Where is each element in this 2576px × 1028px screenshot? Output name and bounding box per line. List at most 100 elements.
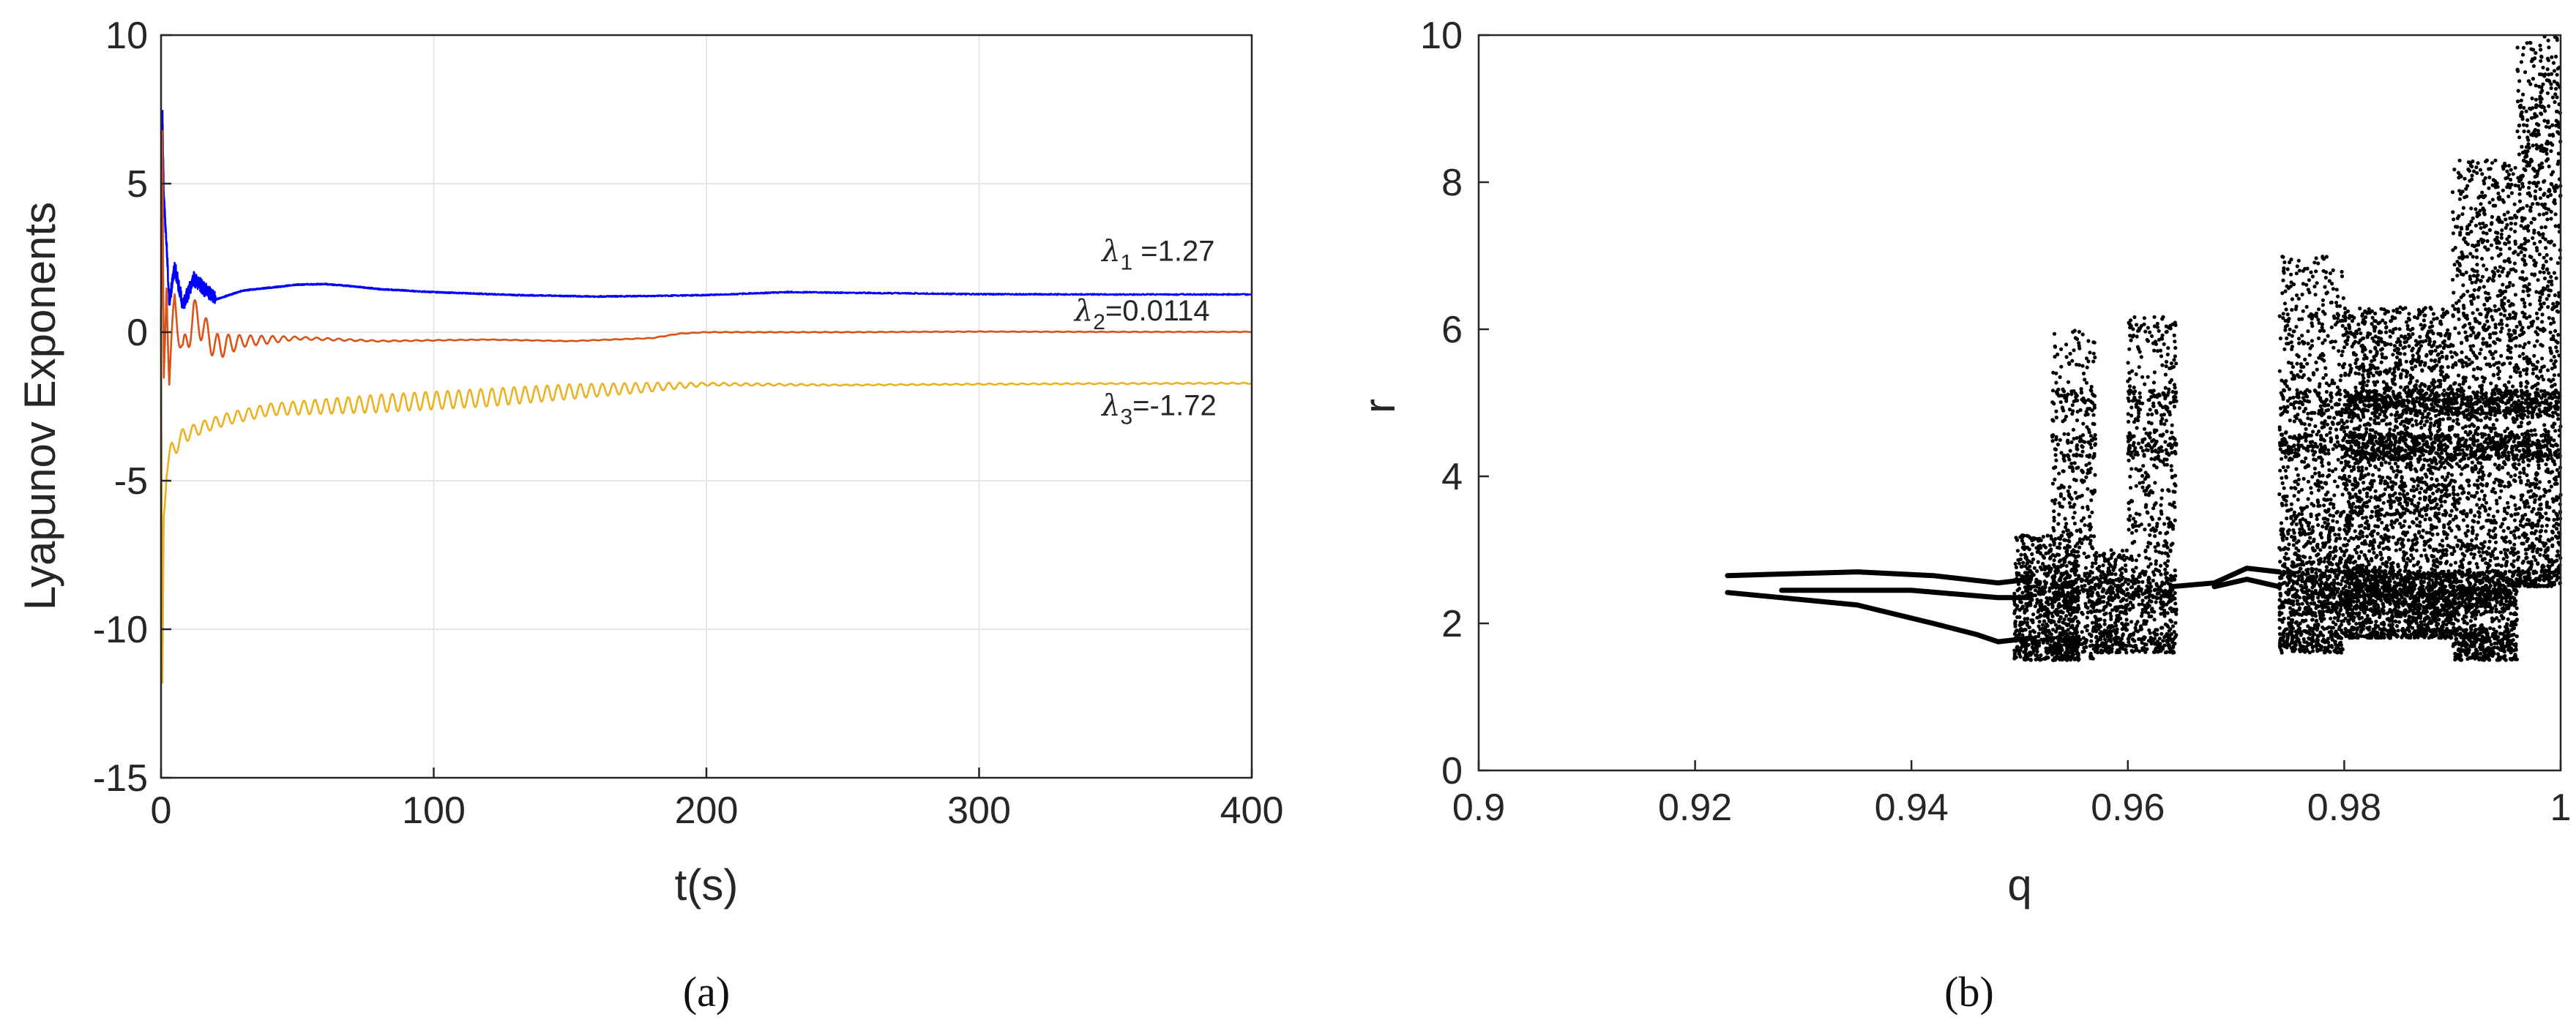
panel-b-point xyxy=(2062,497,2067,501)
panel-b-point xyxy=(2113,631,2118,636)
panel-b-point xyxy=(2058,615,2063,619)
panel-b-point xyxy=(2334,467,2338,471)
panel-b-point xyxy=(2069,389,2074,394)
panel-b-point xyxy=(2170,474,2175,479)
panel-b-point xyxy=(2285,336,2289,340)
panel-b-point xyxy=(2129,338,2133,342)
panel-b-point xyxy=(2291,564,2295,569)
panel-b-point xyxy=(2042,571,2047,576)
panel-b-point xyxy=(2136,414,2140,419)
panel-b-point xyxy=(2307,636,2311,640)
panel-b-point xyxy=(2088,539,2093,543)
panel-b-point xyxy=(2285,516,2289,521)
panel-b-point xyxy=(2296,296,2301,301)
panel-b-point xyxy=(2088,514,2092,519)
panel-b-point xyxy=(2045,623,2050,628)
panel-b-point xyxy=(2314,642,2319,647)
panel-b-point xyxy=(2342,509,2346,514)
panel-b-point xyxy=(2334,536,2339,541)
panel-b-point xyxy=(2169,619,2173,624)
panel-b-point xyxy=(2327,537,2332,542)
panel-b-point xyxy=(2166,390,2170,395)
panel-b-point xyxy=(2048,643,2053,648)
panel-b-point xyxy=(2134,566,2138,570)
panel-b-point xyxy=(2297,337,2301,341)
panel-b-point xyxy=(2423,517,2427,522)
panel-b-point xyxy=(2094,635,2099,640)
panel-b-point xyxy=(2081,396,2086,401)
panel-b-point xyxy=(2277,440,2282,445)
panel-b-point xyxy=(2146,544,2150,549)
panel-b-point xyxy=(2135,620,2140,624)
panel-b-point xyxy=(2080,449,2085,454)
panel-b-point xyxy=(2077,344,2081,348)
panel-a-y-axis-label: Lyapunov Exponents xyxy=(15,202,64,610)
panel-b-point xyxy=(2134,372,2138,377)
panel-b-point xyxy=(2134,524,2138,528)
panel-b-point xyxy=(2154,410,2159,415)
panel-b-point xyxy=(2108,603,2113,607)
panel-b-point xyxy=(2323,338,2327,342)
panel-b-point xyxy=(2081,537,2086,541)
panel-b-point xyxy=(2150,517,2155,522)
panel-b-point xyxy=(2394,355,2400,359)
panel-b-point xyxy=(2108,598,2112,602)
panel-b-point xyxy=(2321,594,2325,599)
panel-b-point xyxy=(2083,413,2088,417)
panel-b-point xyxy=(2319,435,2323,440)
panel-b-point xyxy=(2333,554,2337,558)
panel-b-point xyxy=(2173,442,2177,446)
panel-b-point xyxy=(2150,638,2154,642)
panel-b-point xyxy=(2280,501,2284,506)
panel-b-point xyxy=(2340,349,2345,353)
panel-b-point xyxy=(2309,417,2313,421)
panel-b-point xyxy=(2079,390,2083,394)
panel-b-point xyxy=(2293,517,2298,521)
panel-b-point xyxy=(2159,631,2164,636)
panel-b-point xyxy=(2015,549,2020,553)
panel-b-point xyxy=(2282,271,2286,275)
panel-b-point xyxy=(2288,260,2292,265)
panel-b-point xyxy=(2099,600,2103,604)
panel-b-point xyxy=(2035,537,2039,541)
panel-b-point xyxy=(2324,381,2329,386)
panel-b-point xyxy=(2328,415,2332,420)
panel-b-point xyxy=(2332,596,2336,600)
panel-b-point xyxy=(2072,588,2077,593)
panel-b-point xyxy=(2022,656,2026,661)
panel-b-point xyxy=(2081,636,2086,640)
panel-b-point xyxy=(2094,629,2099,634)
panel-b-point xyxy=(2052,649,2056,653)
panel-b-point xyxy=(2039,602,2044,607)
panel-b-point xyxy=(2085,605,2089,609)
panel-b-point xyxy=(2155,395,2159,399)
panel-b-point xyxy=(2337,397,2342,402)
panel-b-point xyxy=(2330,339,2334,344)
panel-b-point xyxy=(2143,635,2147,639)
panel-b-point xyxy=(2039,552,2043,556)
panel-b-point xyxy=(2127,643,2132,648)
panel-b-point xyxy=(2170,624,2176,629)
panel-b-point xyxy=(2173,345,2178,350)
panel-b-point xyxy=(2169,361,2174,366)
panel-b-point xyxy=(2336,643,2340,648)
panel-b-point xyxy=(2290,448,2294,453)
panel-b-point xyxy=(2311,452,2316,457)
panel-b-point xyxy=(2066,544,2070,548)
panel-b-point xyxy=(2132,397,2137,401)
panel-b-point xyxy=(2323,275,2328,280)
panel-b-chaotic-band-4 xyxy=(2126,315,2179,655)
panel-b-point xyxy=(2144,642,2148,647)
panel-b-point xyxy=(2148,631,2152,635)
panel-b-point xyxy=(2293,536,2297,541)
panel-b-point xyxy=(2083,523,2087,528)
panel-b-point xyxy=(2078,435,2083,439)
panel-b-point xyxy=(2058,438,2062,442)
panel-b-point xyxy=(2091,606,2096,610)
panel-b-point xyxy=(2068,505,2073,509)
panel-b-point xyxy=(2074,627,2078,631)
panel-b-point xyxy=(2025,558,2030,563)
panel-b-point xyxy=(2152,315,2157,319)
panel-b-point xyxy=(2058,631,2062,635)
